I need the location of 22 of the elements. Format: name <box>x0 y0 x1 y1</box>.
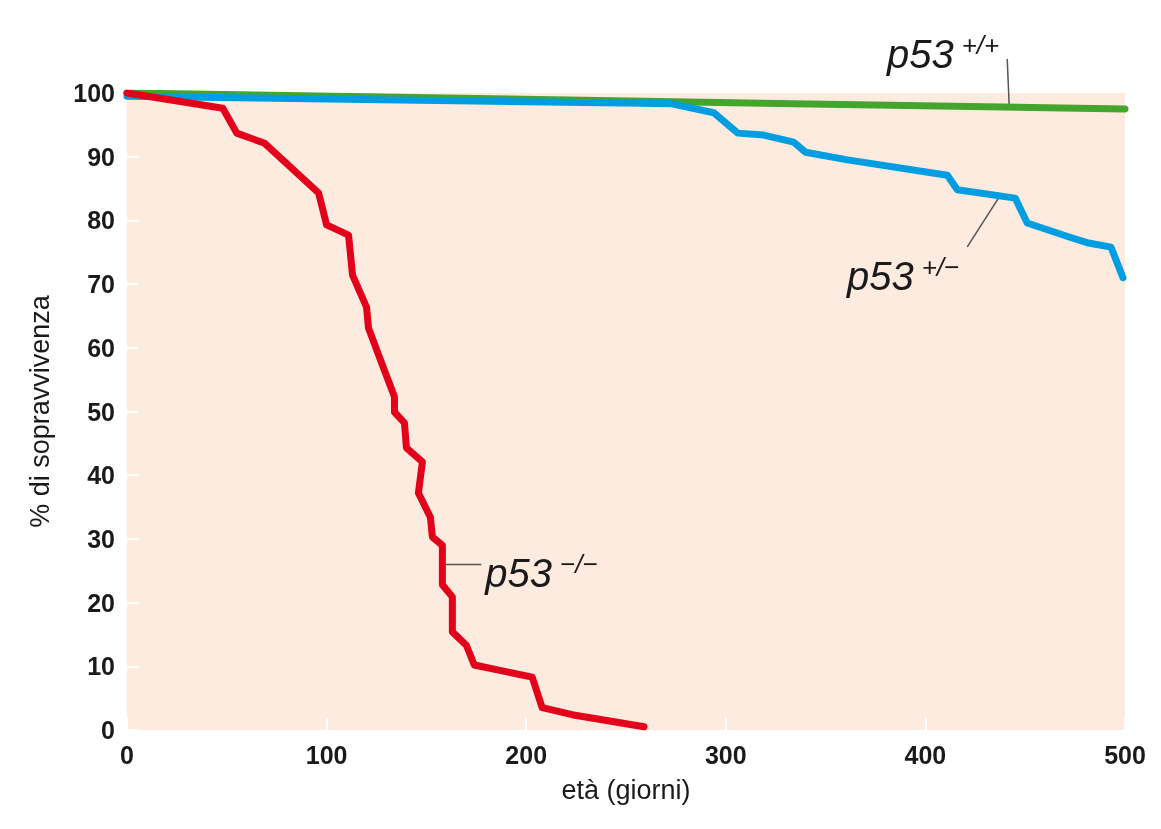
y-tick-label: 20 <box>87 588 115 617</box>
y-tick-label: 70 <box>87 270 115 299</box>
y-tick-label: 50 <box>87 397 115 426</box>
y-tick-label: 90 <box>87 142 115 171</box>
y-axis-title: % di sopravvivenza <box>24 294 55 528</box>
annotation: p53$^{+/−}$ <box>846 250 960 301</box>
x-tick-label: 100 <box>305 740 348 769</box>
x-tick-label: 0 <box>120 740 134 769</box>
annotation: p53$^{−/−}$ <box>485 548 598 598</box>
y-tick-label: 10 <box>87 652 115 681</box>
y-tick-label: 40 <box>87 461 115 490</box>
y-tick-label: 100 <box>73 79 115 107</box>
x-tick-label: 200 <box>505 740 548 769</box>
x-axis-title: età (giorni) <box>561 774 691 805</box>
y-tick-label: 60 <box>87 333 115 362</box>
y-tick-label: 0 <box>101 716 115 744</box>
annotation: p53$^{+/+}$ <box>886 29 1000 79</box>
y-tick-label: 30 <box>87 524 115 553</box>
x-tick-label: 400 <box>904 740 947 769</box>
y-tick-label: 80 <box>87 206 115 235</box>
x-tick-label: 500 <box>1104 740 1146 769</box>
x-tick-label: 300 <box>704 740 747 769</box>
